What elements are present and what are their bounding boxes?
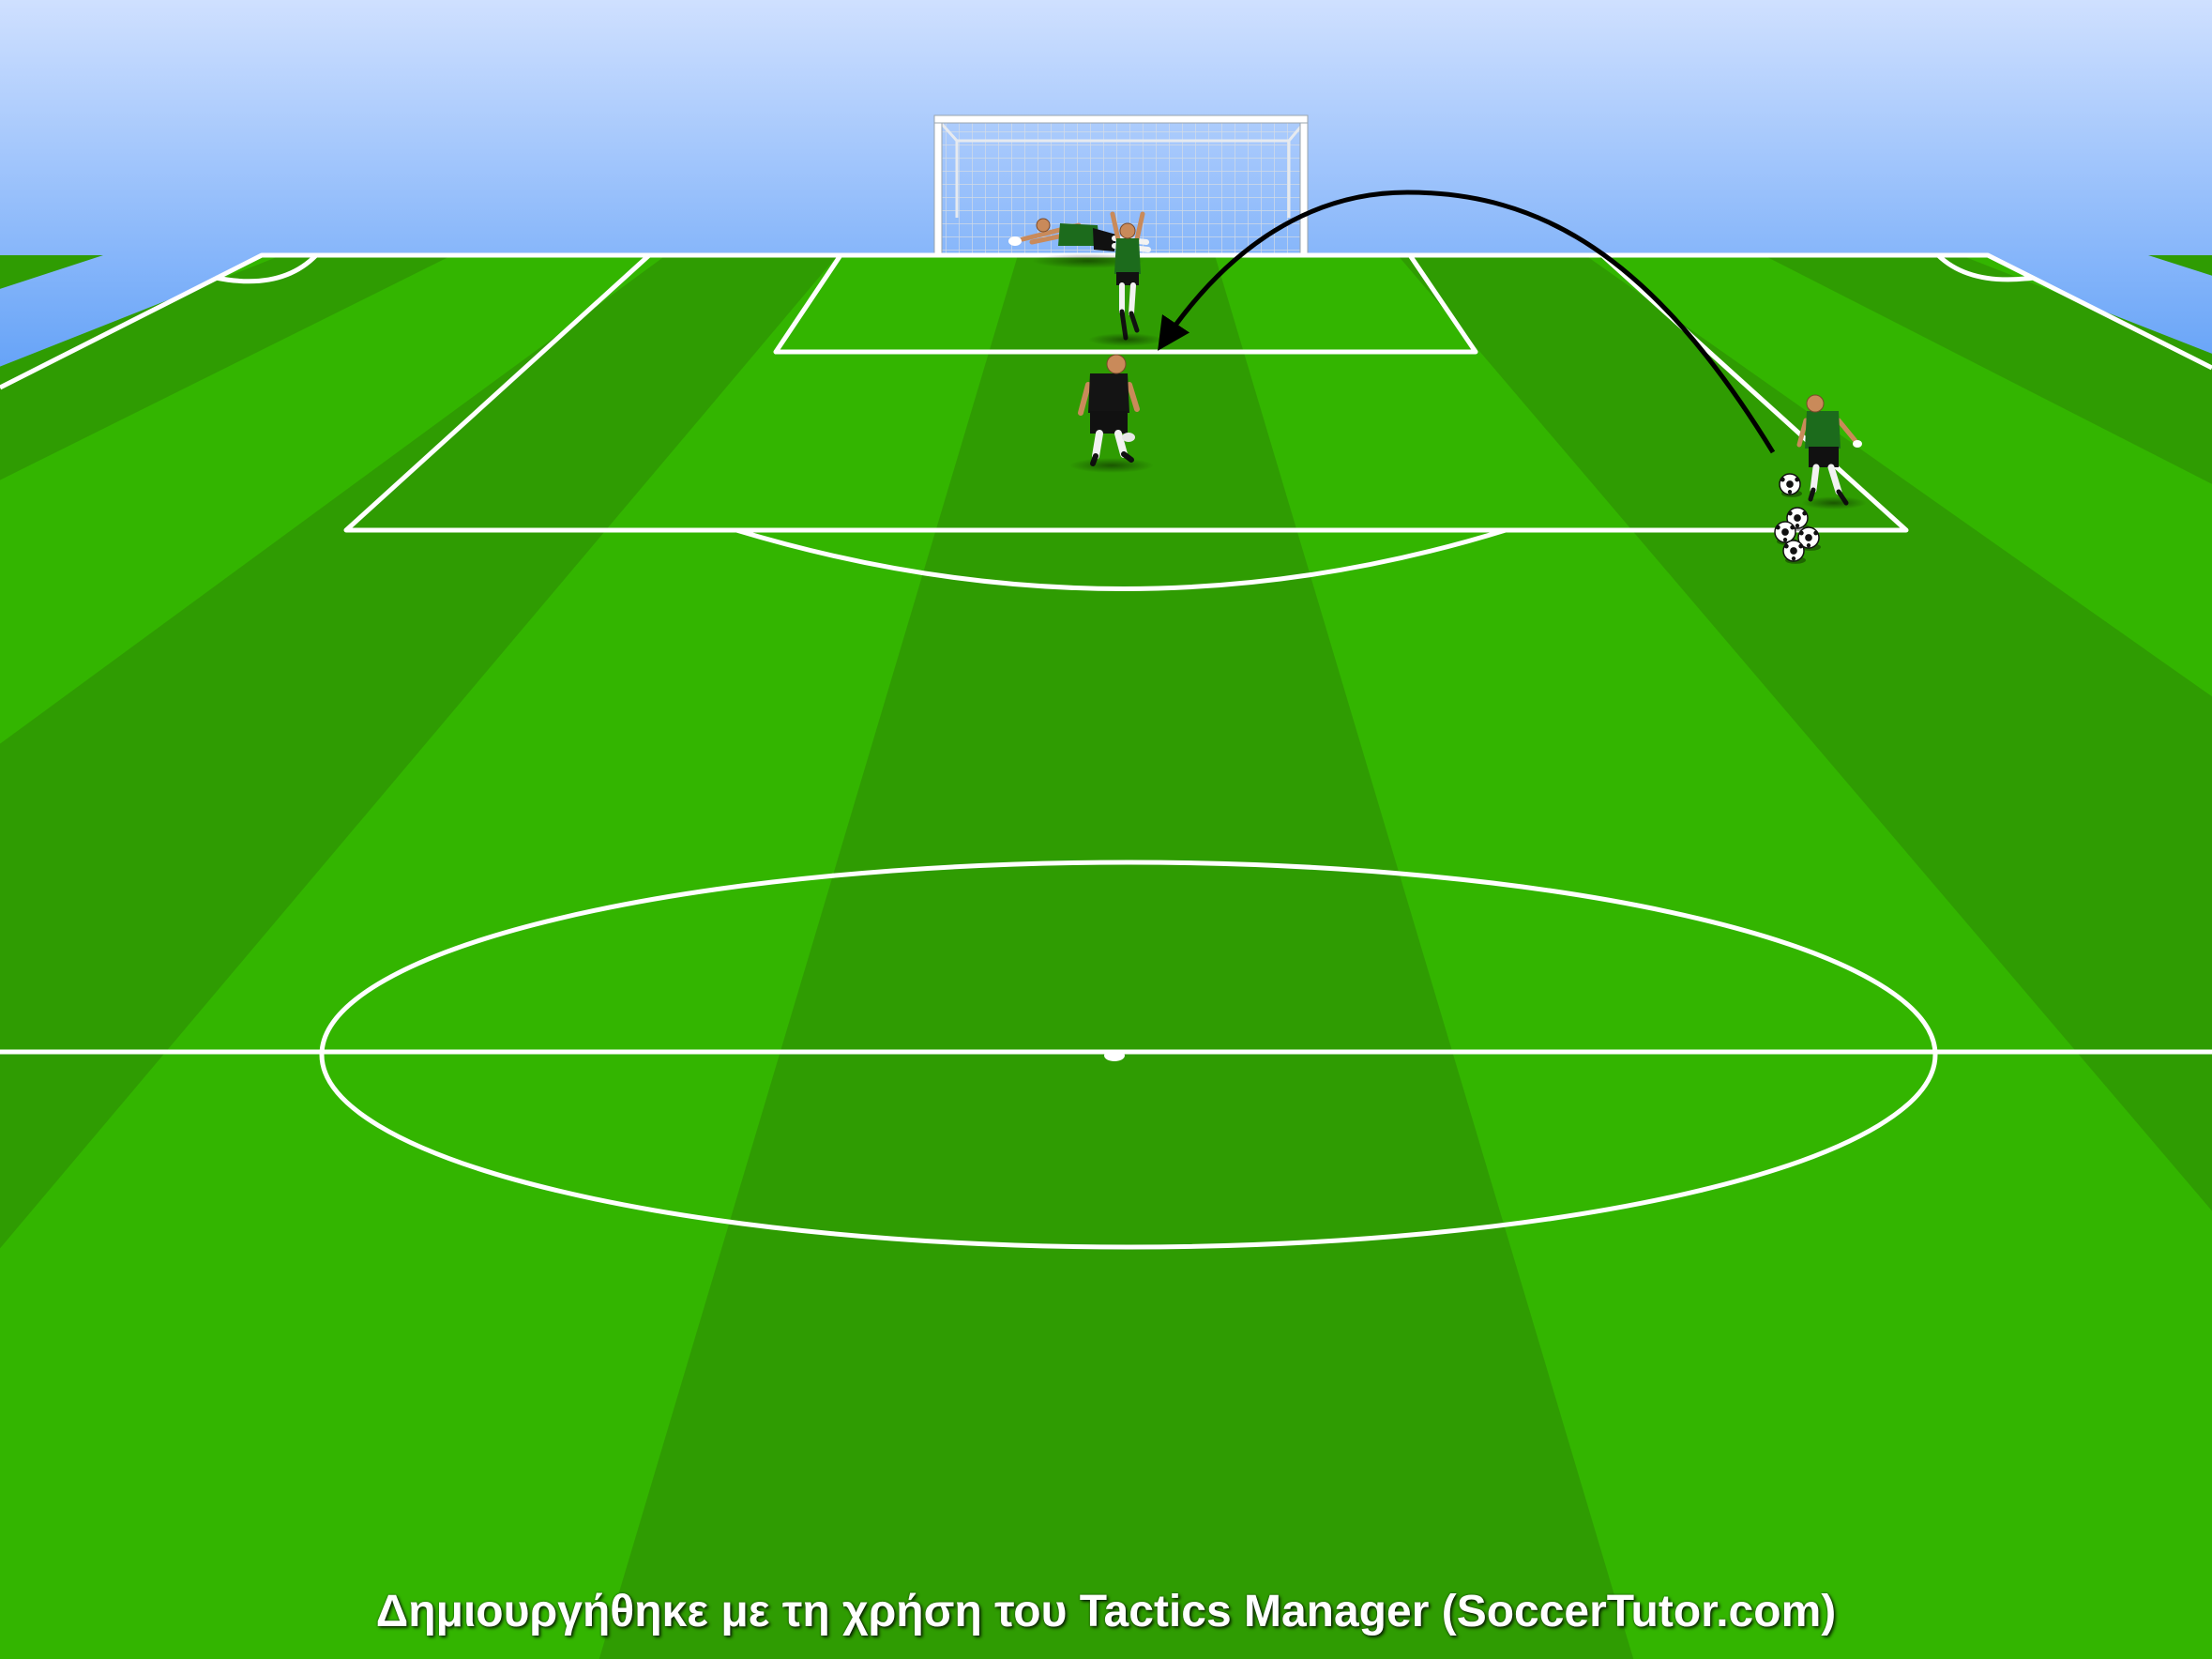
- corner-arc-left: [215, 253, 318, 284]
- credit-caption: Δημιουργήθηκε με τη χρήση του Tactics Ma…: [375, 1587, 1837, 1636]
- ball-pile: [1774, 473, 1821, 564]
- six-yard-box: [773, 253, 1478, 355]
- centre-spot: [1104, 1050, 1125, 1061]
- grass-stripes: [0, 255, 2212, 1659]
- grass-stripe-dark: [0, 255, 838, 1249]
- grass-stripe-dark: [0, 255, 452, 480]
- grass-stripe-dark: [598, 255, 1634, 1659]
- penalty-arc: [735, 527, 1507, 591]
- ball: [1797, 526, 1821, 551]
- player-server: [1796, 394, 1862, 506]
- grass-stripe-dark: [0, 255, 103, 289]
- ball: [1782, 540, 1806, 564]
- grass-stripe-dark: [1398, 255, 2212, 1211]
- ball: [1779, 473, 1802, 497]
- player-defender: [1110, 211, 1145, 341]
- player-attacker: [1078, 354, 1140, 466]
- penalty-box: [343, 253, 1909, 533]
- grass-stripe-dark: [2148, 255, 2212, 276]
- pass-arrow: [1158, 190, 1776, 454]
- centre-circle: [319, 860, 1938, 1250]
- corner-arc-right: [1936, 253, 2035, 282]
- players: [1008, 211, 1867, 510]
